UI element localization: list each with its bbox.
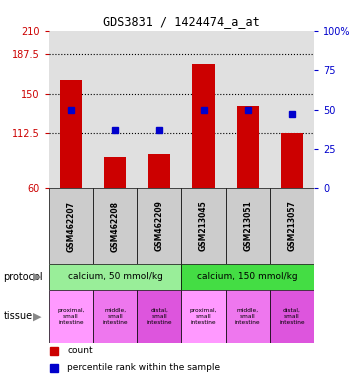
Text: proximal,
small
intestine: proximal, small intestine <box>57 308 84 324</box>
Text: distal,
small
intestine: distal, small intestine <box>147 308 172 324</box>
Text: proximal,
small
intestine: proximal, small intestine <box>190 308 217 324</box>
Text: GSM213057: GSM213057 <box>287 200 296 252</box>
Text: middle,
small
intestine: middle, small intestine <box>235 308 261 324</box>
Bar <box>137 290 182 343</box>
Bar <box>237 106 259 189</box>
Bar <box>281 133 303 189</box>
Text: GSM462207: GSM462207 <box>66 200 75 252</box>
Title: GDS3831 / 1424474_a_at: GDS3831 / 1424474_a_at <box>103 15 260 28</box>
Text: distal,
small
intestine: distal, small intestine <box>279 308 305 324</box>
Bar <box>104 157 126 189</box>
Bar <box>181 189 226 264</box>
Bar <box>93 189 137 264</box>
Bar <box>182 290 226 343</box>
Bar <box>270 290 314 343</box>
Bar <box>226 290 270 343</box>
Bar <box>49 290 93 343</box>
Text: count: count <box>67 346 93 356</box>
Bar <box>226 189 270 264</box>
Text: percentile rank within the sample: percentile rank within the sample <box>67 363 221 372</box>
Text: GSM462208: GSM462208 <box>110 200 119 252</box>
Bar <box>49 264 182 290</box>
Text: protocol: protocol <box>4 272 43 282</box>
Text: calcium, 150 mmol/kg: calcium, 150 mmol/kg <box>197 272 298 281</box>
Text: GSM462209: GSM462209 <box>155 200 164 252</box>
Bar <box>49 189 93 264</box>
Bar <box>192 65 214 189</box>
Bar <box>60 80 82 189</box>
Text: middle,
small
intestine: middle, small intestine <box>102 308 128 324</box>
Text: GSM213045: GSM213045 <box>199 201 208 252</box>
Bar <box>93 290 137 343</box>
Text: calcium, 50 mmol/kg: calcium, 50 mmol/kg <box>68 272 162 281</box>
Text: ▶: ▶ <box>32 311 41 321</box>
Bar <box>270 189 314 264</box>
Text: tissue: tissue <box>4 311 33 321</box>
Text: ▶: ▶ <box>32 272 41 282</box>
Bar <box>148 154 170 189</box>
Bar <box>137 189 182 264</box>
Text: GSM213051: GSM213051 <box>243 201 252 252</box>
Bar <box>182 264 314 290</box>
